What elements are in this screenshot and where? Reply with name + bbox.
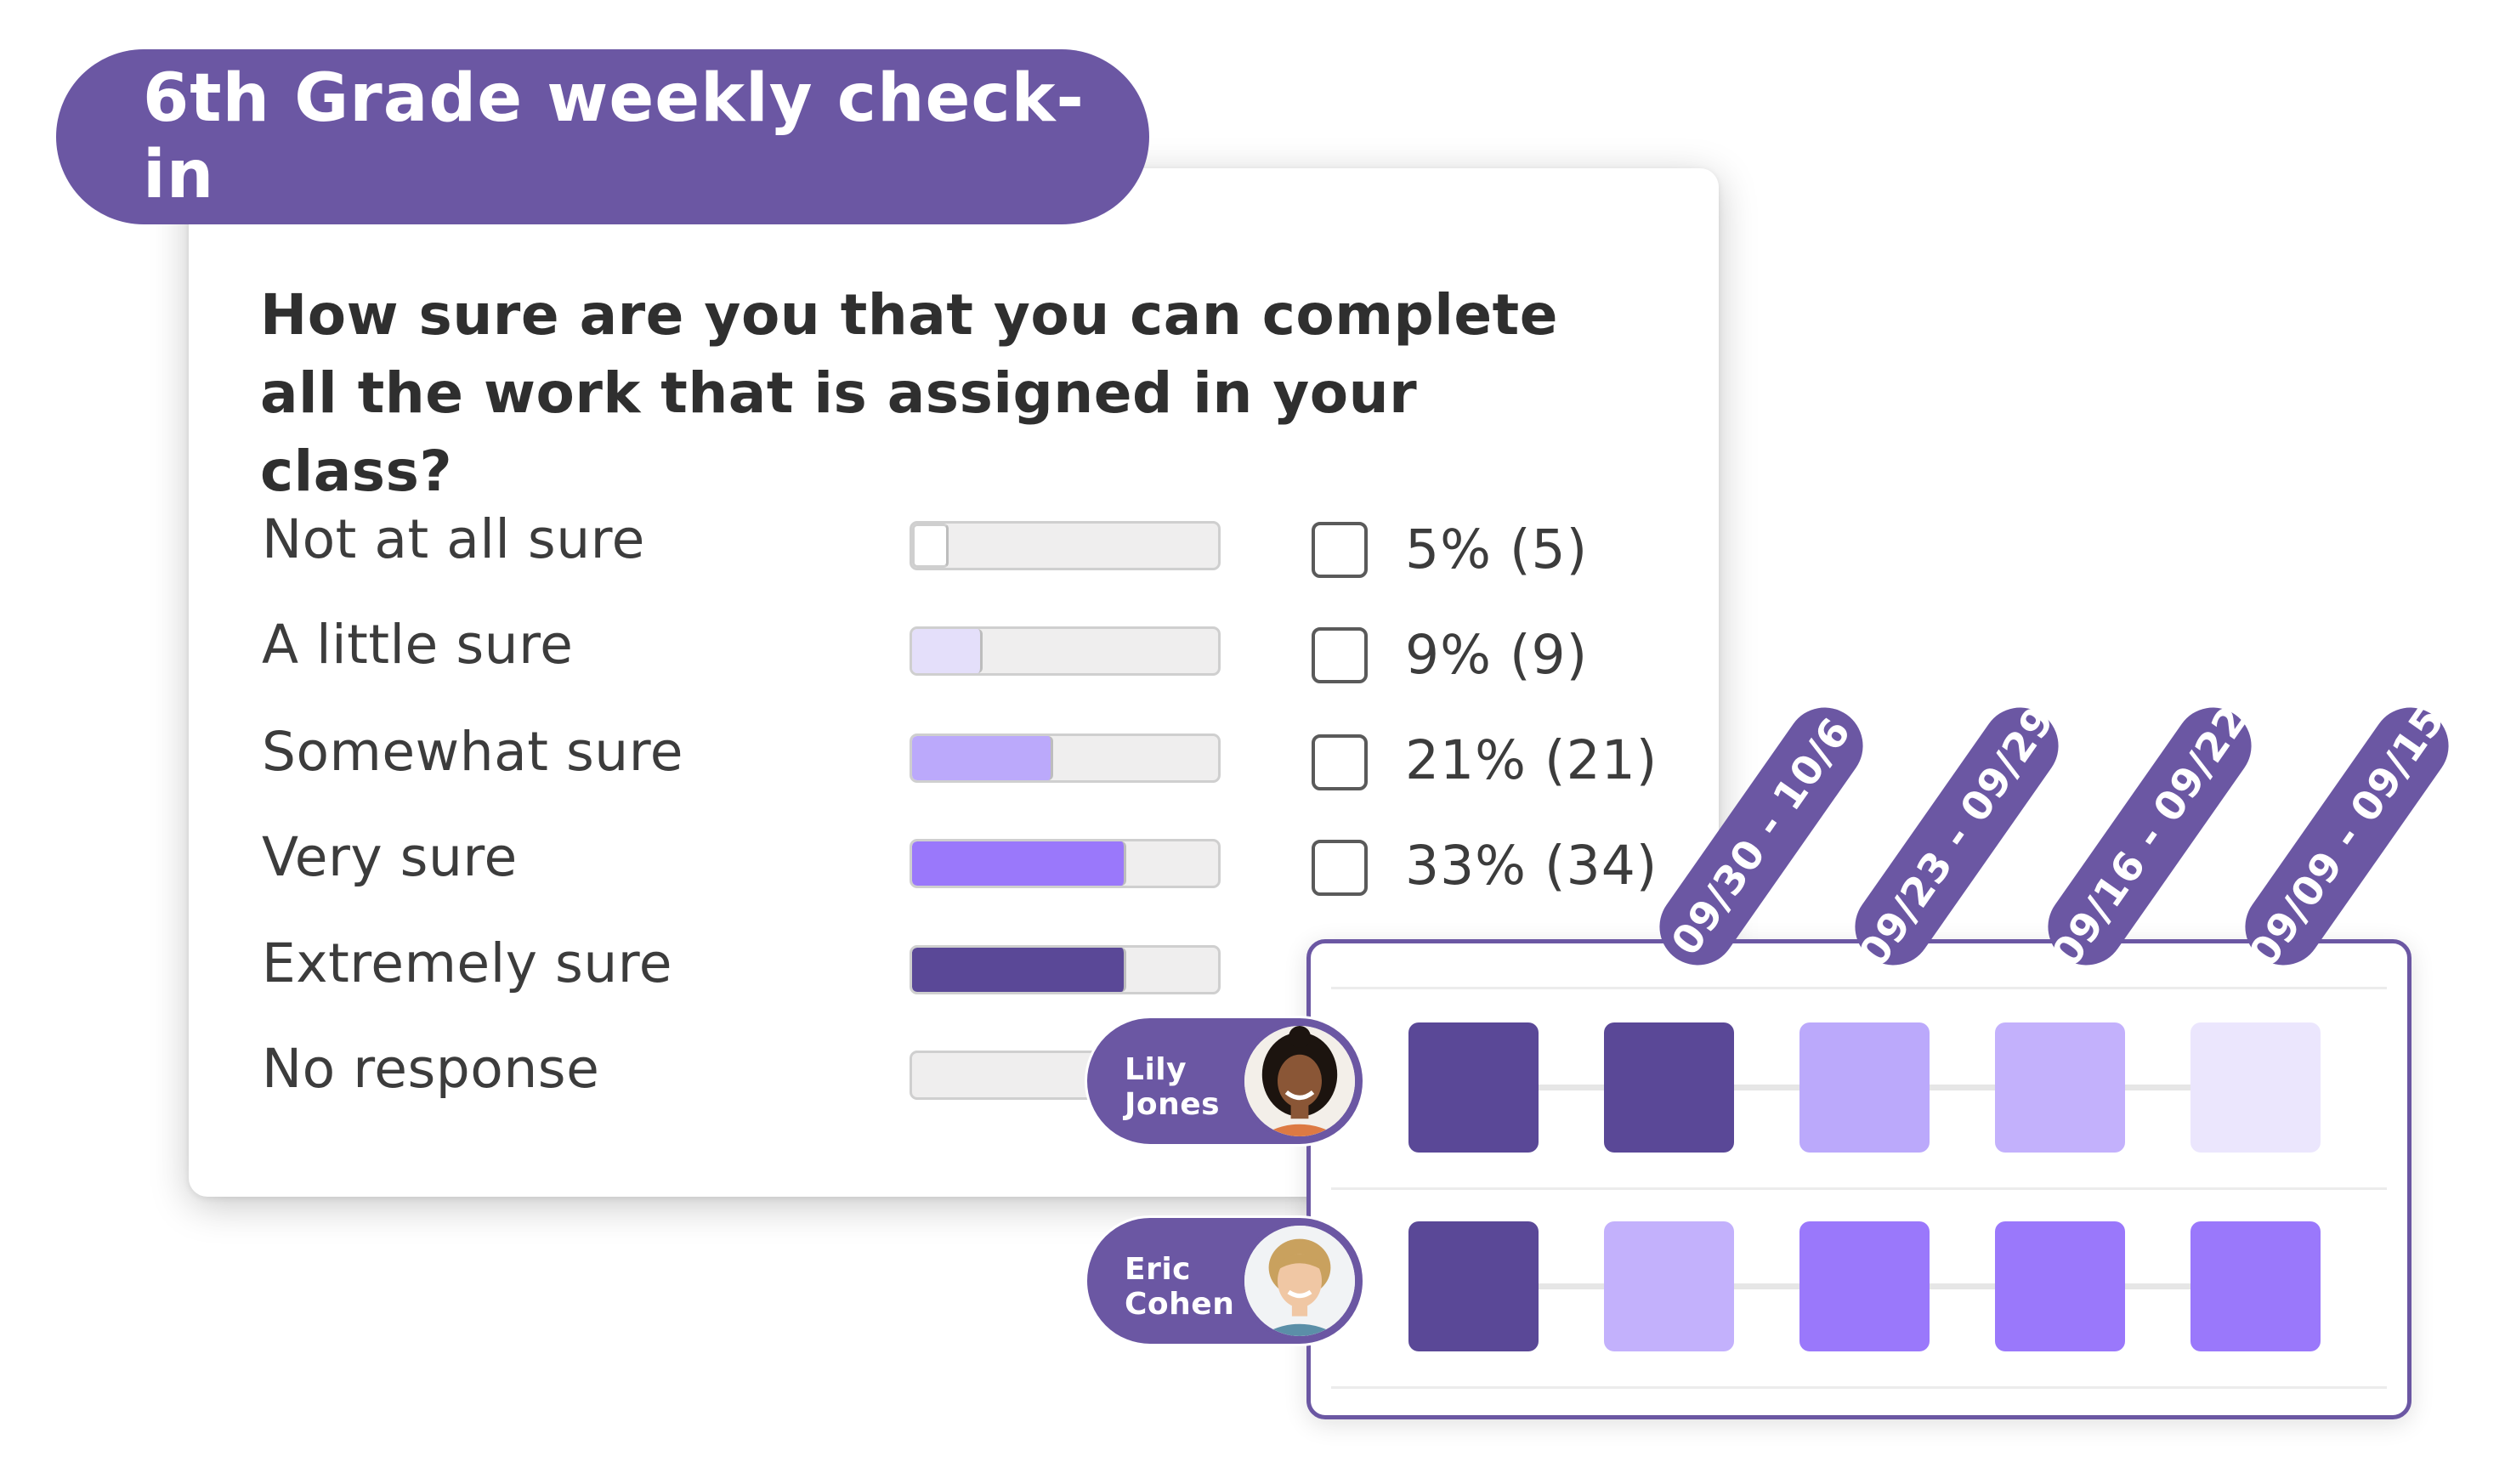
- heat-cell[interactable]: [1995, 1022, 2125, 1153]
- option-percent-somewhat-sure: 21% (21): [1405, 729, 1658, 791]
- heat-cell[interactable]: [1995, 1221, 2125, 1351]
- heat-cell[interactable]: [1604, 1221, 1734, 1351]
- student-name: Lily Jones: [1125, 1052, 1220, 1122]
- option-bar-a-little-sure: [910, 626, 1221, 676]
- question-text: How sure are you that you can complete a…: [260, 276, 1620, 511]
- student-pill-eric-cohen[interactable]: Eric Cohen: [1085, 1215, 1365, 1346]
- student-pill-lily-jones[interactable]: Lily Jones: [1085, 1016, 1365, 1147]
- week-tag-label: 09/23 - 09/29: [1849, 697, 2065, 976]
- avatar-photo: [1240, 1221, 1359, 1340]
- option-bar-somewhat-sure: [910, 734, 1221, 783]
- heat-cell[interactable]: [1604, 1022, 1734, 1153]
- student-heatmap-panel: [1306, 939, 2411, 1419]
- check-in-title-text: 6th Grade weekly check-in: [143, 60, 1085, 213]
- option-bar-not-at-all-sure: [910, 521, 1221, 570]
- option-label-not-at-all-sure: Not at all sure: [262, 508, 645, 570]
- divider: [1331, 987, 2387, 989]
- divider: [1331, 1187, 2387, 1190]
- week-tag-label: 09/09 - 09/15: [2239, 697, 2455, 976]
- option-checkbox-somewhat-sure[interactable]: [1312, 734, 1368, 790]
- week-tag-0909-0915[interactable]: 09/09 - 09/15: [2230, 692, 2464, 981]
- option-bar-fill: [912, 629, 983, 673]
- heat-cell[interactable]: [1799, 1022, 1930, 1153]
- question-line-2: all the work that is assigned in your cl…: [260, 360, 1418, 504]
- option-percent-a-little-sure: 9% (9): [1405, 624, 1589, 686]
- option-checkbox-not-at-all-sure[interactable]: [1312, 522, 1368, 578]
- option-checkbox-very-sure[interactable]: [1312, 840, 1368, 896]
- student-last-name: Cohen: [1125, 1287, 1235, 1322]
- student-last-name: Jones: [1125, 1087, 1221, 1122]
- avatar-photo: [1240, 1022, 1359, 1141]
- option-bar-extremely-sure: [910, 945, 1221, 994]
- option-checkbox-a-little-sure[interactable]: [1312, 627, 1368, 683]
- week-tag-0923-0929[interactable]: 09/23 - 09/29: [1839, 692, 2074, 981]
- student-first-name: Lily: [1125, 1052, 1187, 1087]
- option-bar-fill: [912, 736, 1053, 780]
- option-bar-fill: [912, 524, 949, 568]
- heat-cell[interactable]: [1408, 1022, 1539, 1153]
- option-bar-fill: [912, 948, 1126, 992]
- avatar-girl-icon: [1244, 1026, 1355, 1136]
- option-percent-very-sure: 33% (34): [1405, 835, 1658, 897]
- check-in-title: 6th Grade weekly check-in: [56, 49, 1149, 224]
- option-bar-fill: [912, 841, 1126, 886]
- student-first-name: Eric: [1125, 1252, 1192, 1287]
- divider: [1331, 1386, 2387, 1389]
- option-label-no-response: No response: [262, 1038, 600, 1100]
- option-label-extremely-sure: Extremely sure: [262, 932, 673, 994]
- week-tag-0916-0922[interactable]: 09/16 - 09/22: [2032, 692, 2267, 981]
- avatar-boy-icon: [1244, 1226, 1355, 1336]
- option-label-a-little-sure: A little sure: [262, 614, 574, 676]
- week-tag-label: 09/16 - 09/22: [2042, 697, 2258, 976]
- heat-cell[interactable]: [1408, 1221, 1539, 1351]
- heat-cell[interactable]: [1799, 1221, 1930, 1351]
- heat-cell[interactable]: [2190, 1022, 2321, 1153]
- option-bar-very-sure: [910, 839, 1221, 888]
- student-name: Eric Cohen: [1125, 1252, 1234, 1322]
- option-percent-not-at-all-sure: 5% (5): [1405, 518, 1589, 581]
- option-label-somewhat-sure: Somewhat sure: [262, 721, 683, 783]
- heat-cell[interactable]: [2190, 1221, 2321, 1351]
- question-line-1: How sure are you that you can complete: [260, 282, 1558, 348]
- option-label-very-sure: Very sure: [262, 826, 518, 888]
